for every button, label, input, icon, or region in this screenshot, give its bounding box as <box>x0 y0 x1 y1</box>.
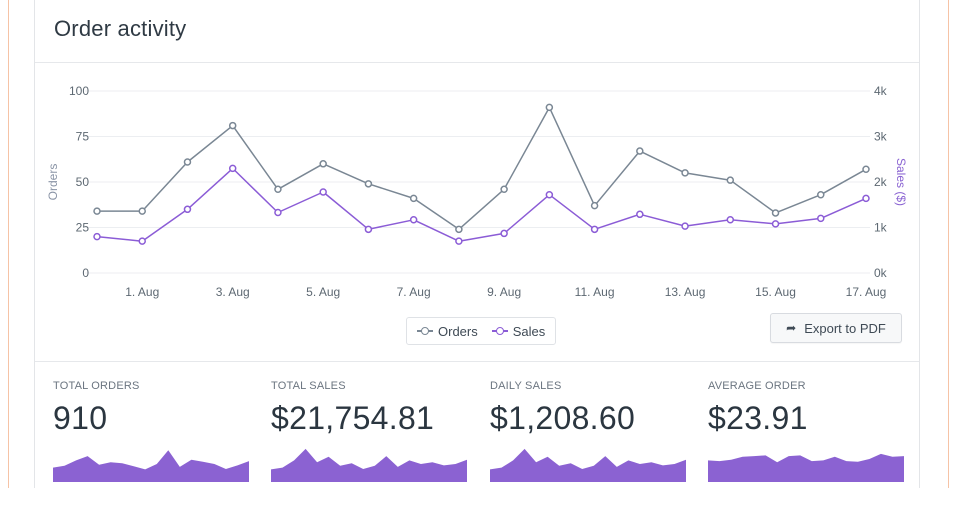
data-point-orders <box>726 176 735 184</box>
data-point-orders <box>409 194 418 203</box>
export-label: Export to PDF <box>804 320 886 336</box>
sparkline-daily-sales <box>490 448 686 482</box>
data-point-sales <box>590 225 599 234</box>
stat-value: $1,208.60 <box>490 400 636 436</box>
header-divider <box>35 62 919 63</box>
card-title: Order activity <box>54 16 187 41</box>
sparkline-total-sales <box>271 448 467 482</box>
data-point-orders <box>636 147 644 155</box>
stat-value: 910 <box>53 400 108 436</box>
data-point-sales <box>319 188 327 196</box>
x-tick-label: 11. Aug <box>575 285 615 299</box>
data-point-orders <box>138 207 146 215</box>
x-tick-label: 15. Aug <box>755 285 796 299</box>
data-point-orders <box>183 158 192 166</box>
series-line-orders <box>97 106 867 231</box>
order-activity-chart: 0 25 50 75 100 0k 1k 2k 3k 4k 1. Aug 3. Aug 5. Aug 7.… <box>46 84 908 299</box>
export-to-pdf-button[interactable]: ➦ Export to PDF <box>770 313 902 343</box>
y-left-tick-label: 25 <box>76 221 90 235</box>
stat-average-order: AVERAGE ORDER $23.91 <box>708 380 908 437</box>
orders-line-icon <box>417 326 433 336</box>
data-point-orders <box>455 225 463 234</box>
y-left-axis-title: Orders <box>46 164 60 201</box>
data-point-orders <box>545 103 554 112</box>
stat-value: $21,754.81 <box>271 400 435 436</box>
data-point-sales <box>862 194 870 203</box>
stat-value: $23.91 <box>708 400 808 436</box>
stat-label: TOTAL ORDERS <box>53 380 140 392</box>
data-point-sales <box>138 237 146 245</box>
share-arrow-icon: ➦ <box>786 321 797 335</box>
stat-label: AVERAGE ORDER <box>708 380 806 392</box>
x-tick-label: 13. Aug <box>665 285 706 299</box>
data-point-sales <box>771 220 780 228</box>
data-point-sales <box>228 164 237 173</box>
y-left-tick-label: 100 <box>69 84 89 98</box>
left-edge-line <box>8 0 9 488</box>
data-point-sales <box>545 190 554 199</box>
data-point-sales <box>455 237 463 245</box>
legend-item-sales[interactable]: Sales <box>491 323 546 339</box>
data-point-sales <box>817 214 825 223</box>
stats-divider <box>35 361 919 362</box>
legend-label-orders: Orders <box>438 323 478 339</box>
stat-label: DAILY SALES <box>490 380 562 392</box>
y-right-tick-label: 2k <box>874 175 888 189</box>
sparkline-area <box>708 453 904 482</box>
sparkline-area <box>53 450 249 482</box>
sparkline-average-order <box>708 453 904 482</box>
x-tick-label: 1. Aug <box>125 285 159 299</box>
data-point-orders <box>817 190 825 199</box>
series-line-sales <box>96 167 867 242</box>
chart-legend: Orders Sales <box>406 317 557 345</box>
data-point-orders <box>319 160 327 168</box>
data-point-sales <box>93 232 101 241</box>
data-point-orders <box>862 165 870 174</box>
sparkline-total-orders <box>53 450 249 482</box>
stat-total-sales: TOTAL SALES $21,754.81 <box>271 380 471 437</box>
right-edge-line <box>948 0 949 488</box>
data-point-sales <box>274 208 282 217</box>
legend-item-orders[interactable]: Orders <box>417 324 478 339</box>
stat-daily-sales: DAILY SALES $1,208.60 <box>490 380 690 437</box>
data-point-sales <box>681 222 689 230</box>
data-point-sales <box>726 216 735 224</box>
data-point-orders <box>228 121 237 130</box>
data-point-orders <box>274 185 282 194</box>
legend-label-sales: Sales <box>512 323 546 339</box>
y-right-tick-label: 0k <box>874 266 888 280</box>
data-point-orders <box>590 201 599 210</box>
x-tick-label: 9. Aug <box>487 285 521 299</box>
data-point-sales <box>183 205 192 214</box>
sparkline-area <box>271 448 467 482</box>
y-left-tick-label: 75 <box>76 130 90 144</box>
data-point-orders <box>364 180 373 188</box>
order-activity-card: Order activity 0 25 50 75 100 0k 1k 2k 3k 4k 1. Au… <box>34 0 920 488</box>
data-point-sales <box>500 229 508 238</box>
x-tick-label: 7. Aug <box>397 285 431 299</box>
y-right-tick-label: 1k <box>874 221 888 235</box>
data-point-orders <box>500 185 508 194</box>
x-tick-label: 5. Aug <box>306 285 340 299</box>
stat-total-orders: TOTAL ORDERS 910 <box>53 380 253 437</box>
data-point-sales <box>409 216 418 224</box>
data-point-orders <box>771 209 780 217</box>
data-point-orders <box>681 169 689 177</box>
data-point-orders <box>93 207 101 215</box>
data-point-sales <box>364 225 373 234</box>
x-tick-label: 17. Aug <box>846 285 887 299</box>
stat-label: TOTAL SALES <box>271 380 346 392</box>
data-point-sales <box>636 210 644 219</box>
y-left-tick-label: 0 <box>82 266 89 280</box>
y-right-tick-label: 3k <box>874 130 888 144</box>
y-right-axis-title: Sales ($) <box>894 158 908 206</box>
sales-line-icon <box>491 326 508 336</box>
x-tick-label: 3. Aug <box>216 285 250 299</box>
y-right-tick-label: 4k <box>874 84 888 98</box>
sparkline-area <box>490 448 686 482</box>
y-left-tick-label: 50 <box>76 175 90 189</box>
